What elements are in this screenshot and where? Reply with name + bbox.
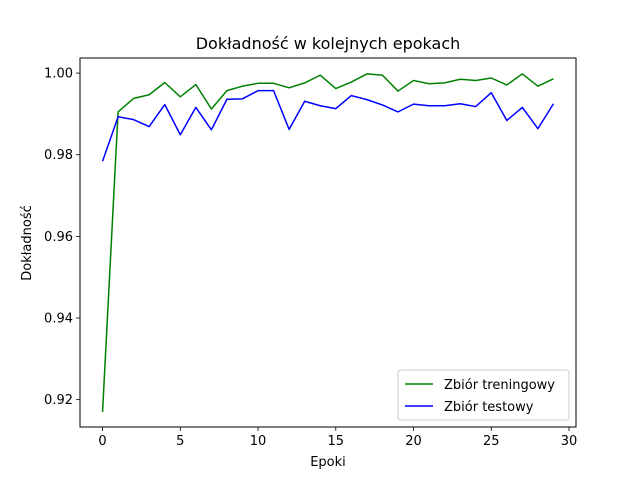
legend-label-test: Zbiór testowy [444, 400, 534, 415]
x-axis: 0 5 10 15 20 25 30 [98, 427, 577, 449]
y-tick-label: 0.98 [44, 148, 73, 163]
legend-label-train: Zbiór treningowy [444, 378, 555, 393]
legend: Zbiór treningowy Zbiór testowy [397, 369, 570, 421]
legend-box [397, 369, 570, 421]
x-tick-label: 5 [176, 434, 184, 449]
x-tick-label: 20 [405, 434, 422, 449]
y-tick-label: 0.92 [44, 393, 73, 408]
y-axis-label: Dokładność [20, 205, 35, 281]
series-line-0 [101, 73, 554, 412]
y-tick-label: 0.94 [44, 312, 73, 327]
x-tick-label: 10 [250, 434, 267, 449]
x-axis-label: Epoki [310, 455, 346, 470]
y-tick-label: 1.00 [44, 67, 73, 82]
y-tick-label: 0.96 [44, 230, 73, 245]
x-tick-label: 30 [561, 434, 578, 449]
plot-frame [79, 57, 577, 428]
y-axis: 0.92 0.94 0.96 0.98 1.00 [44, 67, 80, 408]
x-tick-label: 25 [483, 434, 500, 449]
series-line-1 [101, 89, 555, 162]
x-tick-label: 15 [328, 434, 345, 449]
x-tick-label: 0 [98, 434, 106, 449]
series-lines [101, 73, 555, 412]
chart-title: Dokładność w kolejnych epokach [196, 34, 461, 53]
